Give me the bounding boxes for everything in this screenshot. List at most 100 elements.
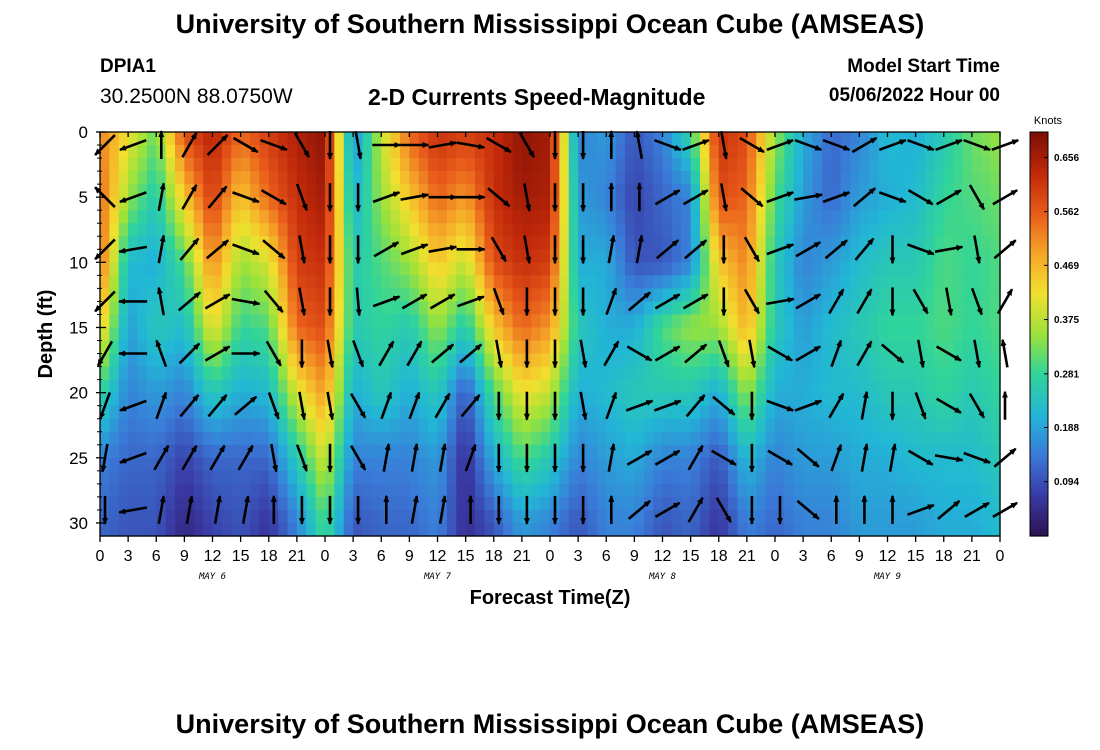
heatmap-cell — [287, 288, 298, 303]
heatmap-cell — [765, 392, 776, 407]
heatmap-cell — [165, 210, 176, 224]
current-vector — [262, 239, 286, 260]
heatmap-cell — [718, 262, 729, 276]
heatmap-cell — [118, 444, 129, 459]
heatmap-cell — [634, 509, 645, 524]
heatmap-cell — [840, 262, 851, 276]
heatmap-cell — [109, 392, 120, 407]
heatmap-cell — [118, 314, 129, 329]
heatmap-cell — [718, 275, 729, 289]
heatmap-cell — [175, 197, 185, 211]
heatmap-cell — [756, 366, 767, 381]
heatmap-cell — [925, 184, 935, 198]
heatmap-cell — [559, 418, 570, 433]
heatmap-cell — [484, 171, 495, 185]
heatmap-cell — [428, 249, 439, 263]
heatmap-cell — [953, 132, 964, 146]
heatmap-cell — [578, 158, 589, 172]
heatmap-cell — [559, 288, 570, 303]
heatmap-cell — [662, 483, 673, 498]
heatmap-cell — [531, 444, 542, 459]
heatmap-cell — [990, 184, 1001, 198]
heatmap-cell — [418, 340, 429, 355]
current-vector — [860, 443, 869, 472]
heatmap-cell — [465, 132, 476, 146]
heatmap-cell — [625, 262, 635, 276]
heatmap-cell — [709, 353, 720, 368]
x-tick-label: 21 — [963, 548, 981, 565]
heatmap-cell — [493, 418, 504, 433]
current-vector — [968, 184, 986, 211]
heatmap-cell — [850, 171, 860, 185]
current-vector — [852, 187, 876, 208]
heatmap-cell — [400, 379, 410, 394]
heatmap-cell — [775, 340, 785, 355]
heatmap-cell — [184, 171, 195, 185]
heatmap-cell — [756, 327, 767, 342]
heatmap-cell — [175, 496, 185, 511]
heatmap-cell — [709, 249, 720, 263]
heatmap-cell — [446, 418, 457, 433]
heatmap-cell — [193, 496, 204, 511]
heatmap-cell — [690, 340, 701, 355]
heatmap-cell — [868, 483, 879, 498]
heatmap-cell — [728, 197, 739, 211]
heatmap-cell — [484, 509, 495, 524]
heatmap-cell — [962, 457, 973, 472]
heatmap-cell — [990, 340, 1001, 355]
heatmap-cell — [371, 353, 382, 368]
heatmap-cell — [343, 366, 354, 381]
heatmap-cell — [559, 340, 570, 355]
heatmap-cell — [203, 418, 214, 433]
heatmap-cell — [250, 171, 260, 185]
current-vector — [205, 239, 230, 260]
heatmap-cell — [456, 431, 467, 446]
heatmap-cell — [850, 509, 860, 524]
heatmap-cell — [596, 457, 607, 472]
heatmap-cell — [287, 262, 298, 276]
heatmap-cell — [728, 249, 739, 263]
heatmap-cell — [362, 145, 373, 159]
heatmap-cell — [437, 184, 448, 198]
heatmap-cell — [184, 457, 195, 472]
heatmap-cell — [850, 379, 860, 394]
heatmap-cell — [137, 184, 148, 198]
current-vector — [878, 138, 907, 152]
heatmap-cell — [700, 301, 710, 316]
heatmap-cell — [850, 444, 860, 459]
heatmap-cell — [746, 145, 757, 159]
heatmap-cell — [118, 288, 129, 303]
heatmap-cell — [896, 223, 907, 237]
heatmap-cell — [709, 418, 720, 433]
heatmap-cell — [475, 236, 485, 250]
heatmap-cell — [334, 431, 345, 446]
heatmap-cell — [503, 444, 514, 459]
current-vector — [635, 234, 644, 264]
heatmap-cell — [962, 262, 973, 276]
heatmap-cell — [550, 275, 560, 289]
heatmap-cell — [484, 262, 495, 276]
heatmap-cell — [259, 262, 270, 276]
colorbar-segment — [1030, 320, 1048, 325]
heatmap-cell — [512, 171, 523, 185]
heatmap-cell — [221, 327, 232, 342]
heatmap-cell — [156, 457, 167, 472]
heatmap-cell — [259, 340, 270, 355]
heatmap-cell — [475, 132, 485, 146]
current-vector — [795, 241, 822, 258]
heatmap-cell — [268, 223, 279, 237]
heatmap-cell — [531, 132, 542, 146]
heatmap-cell — [943, 353, 954, 368]
heatmap-cell — [400, 288, 410, 303]
heatmap-cell — [559, 158, 570, 172]
heatmap-cell — [212, 522, 223, 537]
heatmap-cell — [568, 509, 579, 524]
heatmap-cell — [962, 418, 973, 433]
heatmap-cell — [653, 340, 664, 355]
heatmap-cell — [540, 392, 551, 407]
heatmap-cell — [109, 340, 120, 355]
heatmap-cell — [334, 457, 345, 472]
heatmap-cell — [400, 236, 410, 250]
heatmap-cell — [437, 366, 448, 381]
heatmap-cell — [362, 470, 373, 485]
